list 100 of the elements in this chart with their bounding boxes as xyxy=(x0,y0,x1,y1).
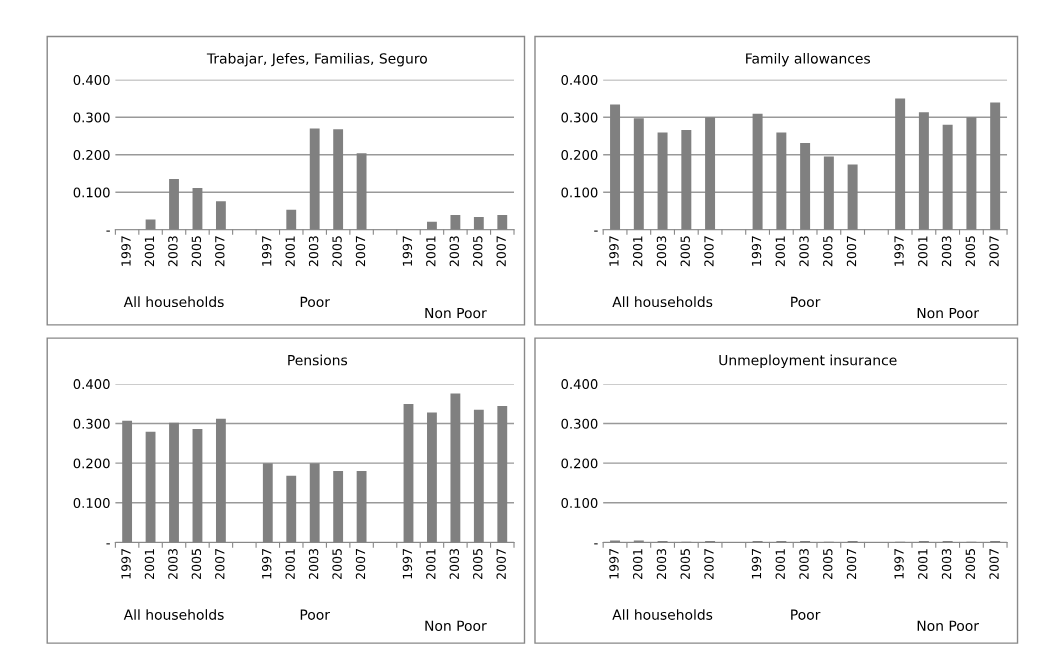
x-tick-label: 2001 xyxy=(775,549,785,579)
bar xyxy=(681,129,692,230)
x-tick-label: 1997 xyxy=(261,549,272,579)
x-tick-label: 2001 xyxy=(285,236,295,267)
y-tick-label: 0.200 xyxy=(561,149,598,160)
x-tick-label: 2005 xyxy=(680,549,690,579)
x-tick-label: 2005 xyxy=(191,236,202,267)
x-tick-label: 1997 xyxy=(121,549,131,579)
y-tick-label: 0.100 xyxy=(561,187,598,198)
bar xyxy=(286,209,297,230)
text: Poor xyxy=(791,609,821,620)
x-tick-label: 2003 xyxy=(449,236,460,267)
x-tick-label: 1997 xyxy=(751,236,762,266)
x-tick-label: 2007 xyxy=(215,236,225,267)
y-tick-label: 0.200 xyxy=(73,458,110,469)
text: All households xyxy=(123,609,224,620)
bar xyxy=(450,215,461,230)
y-tick-label: 0.100 xyxy=(73,187,110,198)
x-tick-label: 2007 xyxy=(989,236,999,267)
bar xyxy=(356,153,367,230)
bar xyxy=(215,201,226,230)
x-tick-label: 2007 xyxy=(355,549,366,579)
x-tick-label: 2003 xyxy=(656,549,667,579)
bar xyxy=(942,124,953,230)
y-tick-label: 0.300 xyxy=(561,112,598,123)
x-tick-label: 1997 xyxy=(894,236,904,266)
x-tick-label: 2007 xyxy=(704,236,714,267)
x-tick-label: 2005 xyxy=(965,549,976,579)
x-tick-label: 2007 xyxy=(846,549,857,579)
x-tick-label: 2003 xyxy=(941,236,952,267)
bar xyxy=(657,132,668,230)
y-tick-label: 0.400 xyxy=(73,74,110,85)
x-tick-label: 2007 xyxy=(704,549,714,579)
x-tick-label: 2005 xyxy=(332,549,342,579)
text: Non Poor xyxy=(425,620,487,631)
x-tick-label: 2003 xyxy=(799,549,809,579)
x-tick-label: 2005 xyxy=(823,549,833,579)
x-tick-label: 2001 xyxy=(775,236,785,267)
x-tick-label: 2005 xyxy=(332,236,342,267)
bar xyxy=(309,128,320,230)
x-tick-label: 2001 xyxy=(632,549,643,579)
text: Non Poor xyxy=(917,620,979,631)
bar xyxy=(497,215,508,230)
x-tick-label: 2003 xyxy=(941,549,952,579)
x-tick-label: 2007 xyxy=(355,236,366,267)
bar xyxy=(990,102,1001,230)
x-tick-label: 2001 xyxy=(144,549,155,579)
x-tick-label: 2003 xyxy=(168,549,178,579)
x-tick-label: 2001 xyxy=(426,549,436,579)
x-tick-label: 2003 xyxy=(799,236,809,267)
text: Poor xyxy=(791,296,821,308)
x-tick-label: 2007 xyxy=(989,549,999,579)
x-tick-label: 2007 xyxy=(215,549,225,579)
y-tick-label: - xyxy=(594,543,598,545)
bar xyxy=(473,216,484,230)
chart-title: Pensions xyxy=(288,354,348,366)
x-tick-label: 1997 xyxy=(609,549,619,579)
y-tick-label: 0.400 xyxy=(561,74,598,85)
y-tick-label: - xyxy=(106,230,110,232)
y-tick-label: - xyxy=(594,230,598,232)
y-tick-label: 0.400 xyxy=(73,379,110,390)
x-tick-label: 2005 xyxy=(473,549,483,579)
y-tick-label: 0.100 xyxy=(561,498,598,509)
chart-title: Unmeployment insurance xyxy=(719,354,897,369)
x-tick-label: 2007 xyxy=(496,236,506,267)
bar xyxy=(966,117,977,230)
y-tick-label: 0.300 xyxy=(73,418,110,429)
bar xyxy=(895,98,906,230)
text: All households xyxy=(123,296,224,308)
bar xyxy=(169,179,179,230)
x-tick-label: 2003 xyxy=(168,236,178,267)
x-tick-label: 2001 xyxy=(426,236,436,267)
text: Poor xyxy=(300,609,330,620)
y-tick-label: 0.100 xyxy=(73,498,110,509)
x-tick-label: 1997 xyxy=(609,236,619,266)
y-tick-label: 0.300 xyxy=(561,418,598,429)
x-tick-label: 1997 xyxy=(402,236,413,266)
x-tick-label: 2001 xyxy=(918,549,928,579)
text: All households xyxy=(612,609,713,620)
x-tick-label: 2007 xyxy=(846,236,857,267)
x-tick-label: 2005 xyxy=(473,236,483,267)
text: Non Poor xyxy=(425,307,487,319)
x-tick-label: 2007 xyxy=(496,549,506,579)
bar xyxy=(823,156,834,230)
bar xyxy=(427,221,437,230)
bar xyxy=(776,132,787,230)
bar xyxy=(633,118,644,230)
bar xyxy=(752,113,763,230)
bar xyxy=(705,117,716,230)
y-tick-label: 0.200 xyxy=(73,149,110,160)
x-tick-label: 1997 xyxy=(751,549,762,579)
x-tick-label: 2001 xyxy=(144,236,155,267)
bar xyxy=(847,164,858,230)
text: Poor xyxy=(300,296,330,308)
bar xyxy=(610,104,621,230)
x-tick-label: 1997 xyxy=(121,236,131,266)
x-tick-label: 1997 xyxy=(261,236,272,266)
x-tick-label: 1997 xyxy=(402,549,413,579)
bar xyxy=(333,129,344,230)
x-tick-label: 2003 xyxy=(449,549,460,579)
